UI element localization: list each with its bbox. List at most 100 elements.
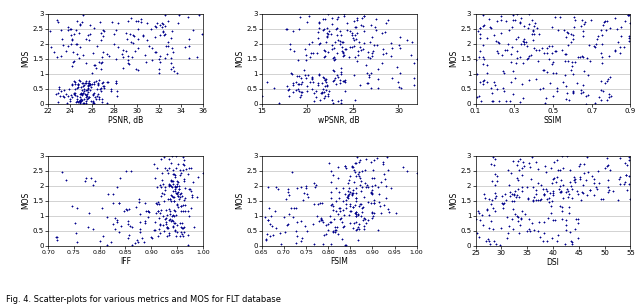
Point [491, 194, 501, 199]
Point [97, 80, 108, 85]
Point [173, 21, 183, 26]
Point [326, 220, 337, 224]
Point [93, 81, 103, 86]
Point [356, 205, 367, 210]
Point [367, 51, 378, 56]
Point [487, 179, 497, 184]
Point [186, 206, 196, 211]
Point [101, 80, 111, 85]
Point [378, 51, 388, 56]
Point [580, 19, 590, 24]
Point [470, 217, 481, 222]
Point [192, 55, 202, 60]
Point [505, 190, 515, 195]
Point [519, 42, 529, 47]
Point [263, 184, 273, 189]
Point [523, 25, 533, 30]
Point [570, 177, 580, 182]
Point [569, 24, 579, 29]
Point [547, 61, 557, 66]
Point [67, 95, 77, 100]
Point [553, 27, 563, 32]
Point [76, 79, 86, 84]
Point [337, 39, 347, 44]
Point [503, 167, 513, 172]
Point [314, 218, 324, 223]
Point [96, 85, 106, 90]
Point [337, 208, 348, 213]
Point [51, 235, 61, 239]
Point [176, 230, 186, 235]
Point [150, 49, 161, 54]
Point [87, 81, 97, 86]
Point [192, 194, 202, 199]
Point [486, 201, 496, 206]
Point [339, 52, 349, 57]
Point [474, 32, 484, 37]
Point [504, 182, 515, 187]
Point [184, 186, 194, 191]
Point [296, 184, 306, 189]
Point [314, 20, 324, 25]
Point [335, 97, 346, 102]
Point [83, 90, 93, 95]
Point [544, 57, 554, 62]
Point [56, 27, 67, 32]
Point [367, 35, 377, 40]
Point [135, 211, 145, 216]
Point [344, 55, 354, 60]
Point [570, 18, 580, 23]
Point [533, 58, 543, 63]
Point [475, 25, 485, 30]
Point [315, 98, 325, 103]
Point [353, 212, 364, 217]
Point [69, 92, 79, 97]
Point [561, 189, 571, 194]
Point [525, 53, 536, 58]
Point [608, 189, 618, 194]
Point [327, 43, 337, 48]
Point [615, 155, 625, 160]
Point [301, 75, 312, 80]
Point [165, 208, 175, 213]
Point [282, 26, 292, 31]
Point [77, 80, 87, 85]
Point [327, 47, 337, 52]
Point [476, 26, 486, 31]
Point [161, 220, 171, 225]
Point [560, 241, 570, 246]
Point [171, 154, 181, 159]
Text: Fig. 4. Scatter-plots for various metrics and MOS for FLT database: Fig. 4. Scatter-plots for various metric… [6, 295, 282, 304]
Point [123, 54, 133, 59]
Point [548, 189, 559, 194]
Point [332, 212, 342, 216]
Point [351, 174, 361, 179]
Point [72, 205, 82, 210]
Point [339, 186, 349, 191]
Point [123, 61, 133, 66]
Point [356, 22, 366, 27]
Point [150, 227, 160, 232]
Point [294, 88, 304, 93]
Point [351, 160, 362, 165]
Point [168, 195, 178, 200]
Point [99, 83, 109, 88]
Point [524, 161, 534, 166]
Point [384, 209, 394, 214]
Point [321, 88, 331, 93]
Point [356, 47, 366, 52]
Point [178, 234, 188, 239]
Point [84, 95, 94, 100]
Point [351, 37, 362, 41]
Point [296, 218, 307, 223]
Point [516, 16, 526, 21]
Point [596, 87, 606, 92]
Point [361, 62, 371, 67]
Point [351, 227, 361, 232]
Point [84, 79, 94, 84]
Point [187, 195, 197, 200]
Point [172, 204, 182, 209]
Point [392, 80, 403, 85]
Point [359, 216, 369, 220]
Point [395, 70, 405, 75]
